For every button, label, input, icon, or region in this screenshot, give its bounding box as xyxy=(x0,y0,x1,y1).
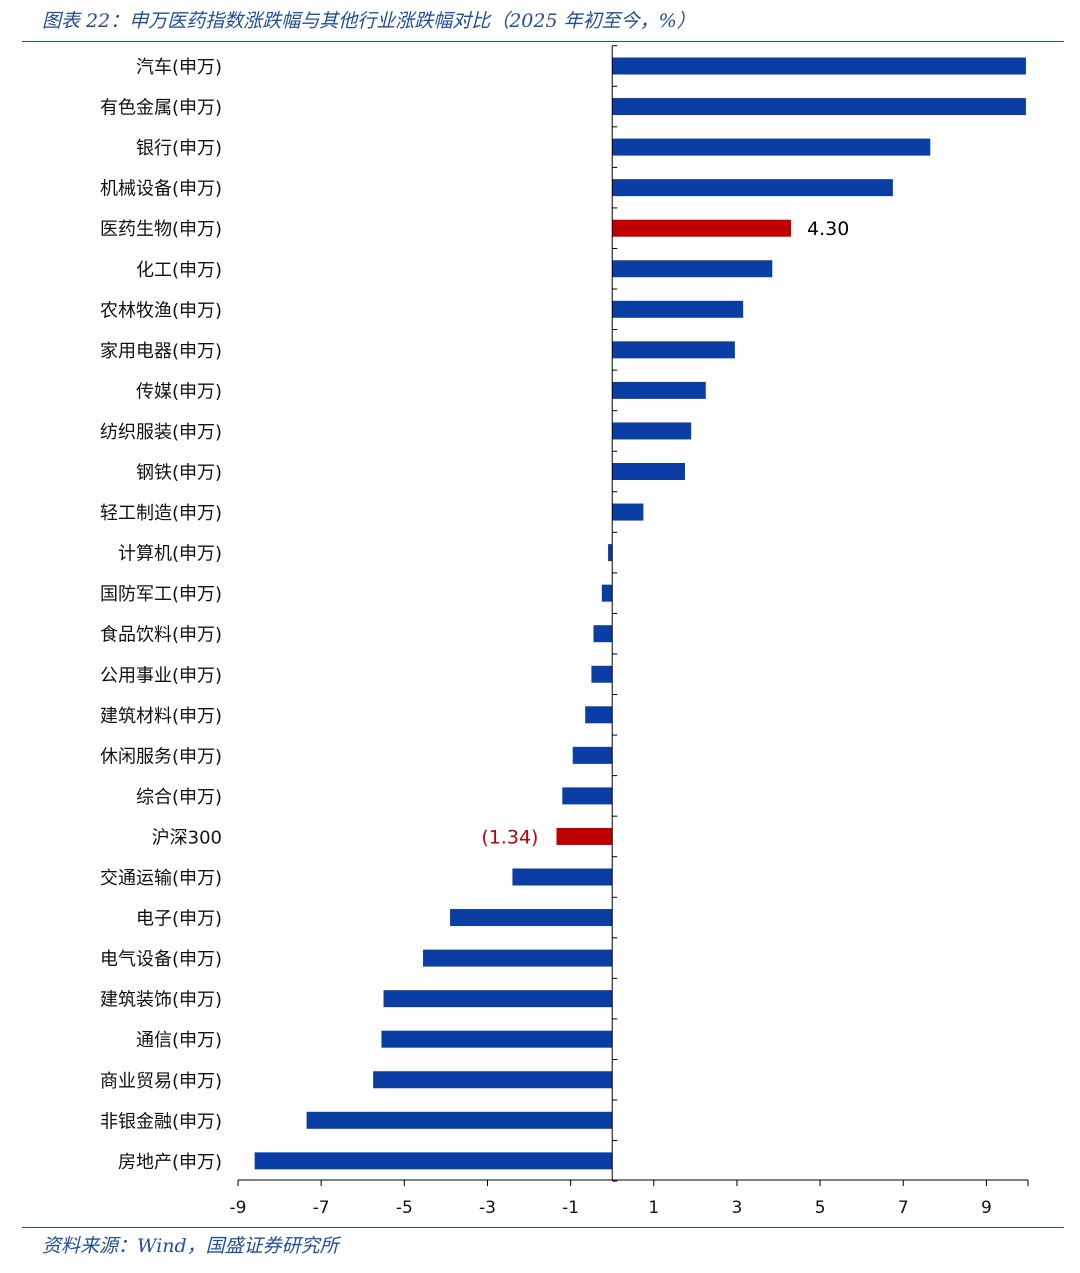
category-label: 纺织服装(申万) xyxy=(100,422,222,443)
bar xyxy=(612,98,1026,116)
category-label: 公用事业(申万) xyxy=(100,665,222,686)
bar xyxy=(556,827,613,845)
category-label: 医药生物(申万) xyxy=(100,219,222,240)
category-label: 休闲服务(申万) xyxy=(100,746,222,767)
category-label: 国防军工(申万) xyxy=(100,584,222,605)
bar xyxy=(562,787,613,805)
x-tick-label: 5 xyxy=(815,1198,826,1218)
bar xyxy=(612,381,706,399)
x-tick-label: 7 xyxy=(898,1198,909,1218)
bar xyxy=(601,584,613,602)
bar xyxy=(612,463,685,480)
title-rule xyxy=(22,41,1064,42)
category-label: 钢铁(申万) xyxy=(136,463,222,484)
category-label: 交通运输(申万) xyxy=(100,868,222,889)
bar xyxy=(612,503,644,521)
category-label: 非银金融(申万) xyxy=(100,1111,222,1132)
category-label: 电气设备(申万) xyxy=(100,949,222,970)
bar xyxy=(450,909,613,927)
category-label: 房地产(申万) xyxy=(118,1152,222,1173)
bar xyxy=(612,300,744,318)
category-label: 银行(申万) xyxy=(136,138,222,159)
category-label: 汽车(申万) xyxy=(136,57,222,78)
category-label: 建筑材料(申万) xyxy=(100,706,222,727)
category-label: 计算机(申万) xyxy=(118,544,222,565)
bar xyxy=(254,1152,613,1170)
category-label: 轻工制造(申万) xyxy=(100,503,222,524)
category-label: 家用电器(申万) xyxy=(100,341,222,362)
bar xyxy=(373,1071,613,1089)
x-tick-label: -5 xyxy=(396,1198,413,1218)
bar xyxy=(383,990,613,1008)
data-label: (1.34) xyxy=(481,826,538,848)
bar xyxy=(612,219,791,237)
bar xyxy=(423,949,613,967)
x-tick-label: -3 xyxy=(479,1198,496,1218)
category-label: 农林牧渔(申万) xyxy=(100,300,222,321)
category-label: 建筑装饰(申万) xyxy=(100,990,222,1011)
source-rule xyxy=(22,1227,1064,1228)
bar xyxy=(306,1111,613,1129)
category-label: 通信(申万) xyxy=(136,1030,222,1051)
bar xyxy=(612,179,893,197)
figure-title: 图表 22：申万医药指数涨跌幅与其他行业涨跌幅对比（2025 年初至今，%） xyxy=(42,10,696,32)
bar xyxy=(612,422,692,440)
category-label: 化工(申万) xyxy=(136,260,222,281)
x-tick-label: 1 xyxy=(648,1198,659,1218)
bar xyxy=(512,868,613,886)
x-tick-label: -7 xyxy=(313,1198,330,1218)
bar xyxy=(608,544,613,562)
bar xyxy=(593,625,613,643)
category-label: 沪深300 xyxy=(152,827,222,848)
bar xyxy=(612,138,931,156)
bar xyxy=(591,665,613,683)
category-label: 有色金属(申万) xyxy=(100,98,222,119)
x-tick-label: -9 xyxy=(230,1198,247,1218)
category-label: 电子(申万) xyxy=(136,909,222,930)
x-tick-label: 3 xyxy=(732,1198,743,1218)
category-label: 食品饮料(申万) xyxy=(100,625,222,646)
data-label: 4.30 xyxy=(807,218,849,240)
bar xyxy=(612,341,735,359)
source-note: 资料来源：Wind，国盛证券研究所 xyxy=(42,1235,339,1257)
bar xyxy=(572,746,613,764)
category-label: 商业贸易(申万) xyxy=(100,1071,222,1092)
bar xyxy=(585,706,613,724)
x-tick-label: 9 xyxy=(981,1198,992,1218)
category-label: 综合(申万) xyxy=(136,787,222,808)
category-label: 传媒(申万) xyxy=(136,381,222,402)
bar xyxy=(381,1030,613,1048)
bar xyxy=(612,260,773,278)
category-label: 机械设备(申万) xyxy=(100,179,222,200)
x-tick-label: -1 xyxy=(562,1198,579,1218)
bar xyxy=(612,57,1026,75)
